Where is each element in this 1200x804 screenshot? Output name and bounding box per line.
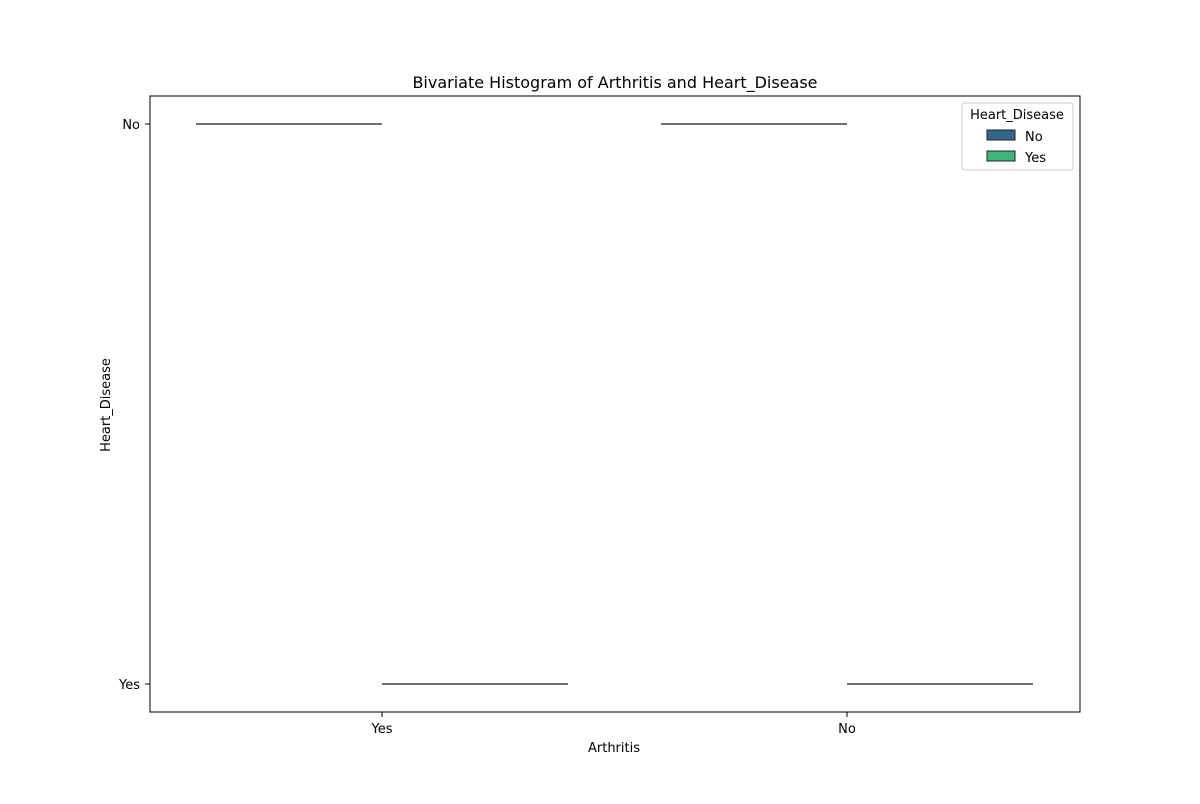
y-axis-label: Heart_Disease <box>99 358 114 452</box>
series-marks <box>196 123 1033 685</box>
chart-title: Bivariate Histogram of Arthritis and Hea… <box>412 73 817 93</box>
legend-label-no: No <box>1025 130 1043 145</box>
x-axis-ticks: Yes No <box>371 712 856 737</box>
legend-entries: No Yes <box>986 129 1046 166</box>
legend-label-yes: Yes <box>1024 151 1046 166</box>
x-tick-label-yes: Yes <box>371 722 393 737</box>
y-tick-label-no: No <box>122 118 140 133</box>
y-tick-label-yes: Yes <box>118 678 140 693</box>
legend-swatch-no <box>986 129 1016 141</box>
legend-swatch-yes <box>986 150 1016 162</box>
plot-area <box>149 95 1081 713</box>
x-axis-label: Arthritis <box>588 741 640 756</box>
x-tick-label-no: No <box>838 722 856 737</box>
legend: Heart_Disease No Yes <box>961 102 1074 171</box>
y-axis-ticks: No Yes <box>118 118 150 693</box>
legend-title: Heart_Disease <box>970 108 1064 123</box>
